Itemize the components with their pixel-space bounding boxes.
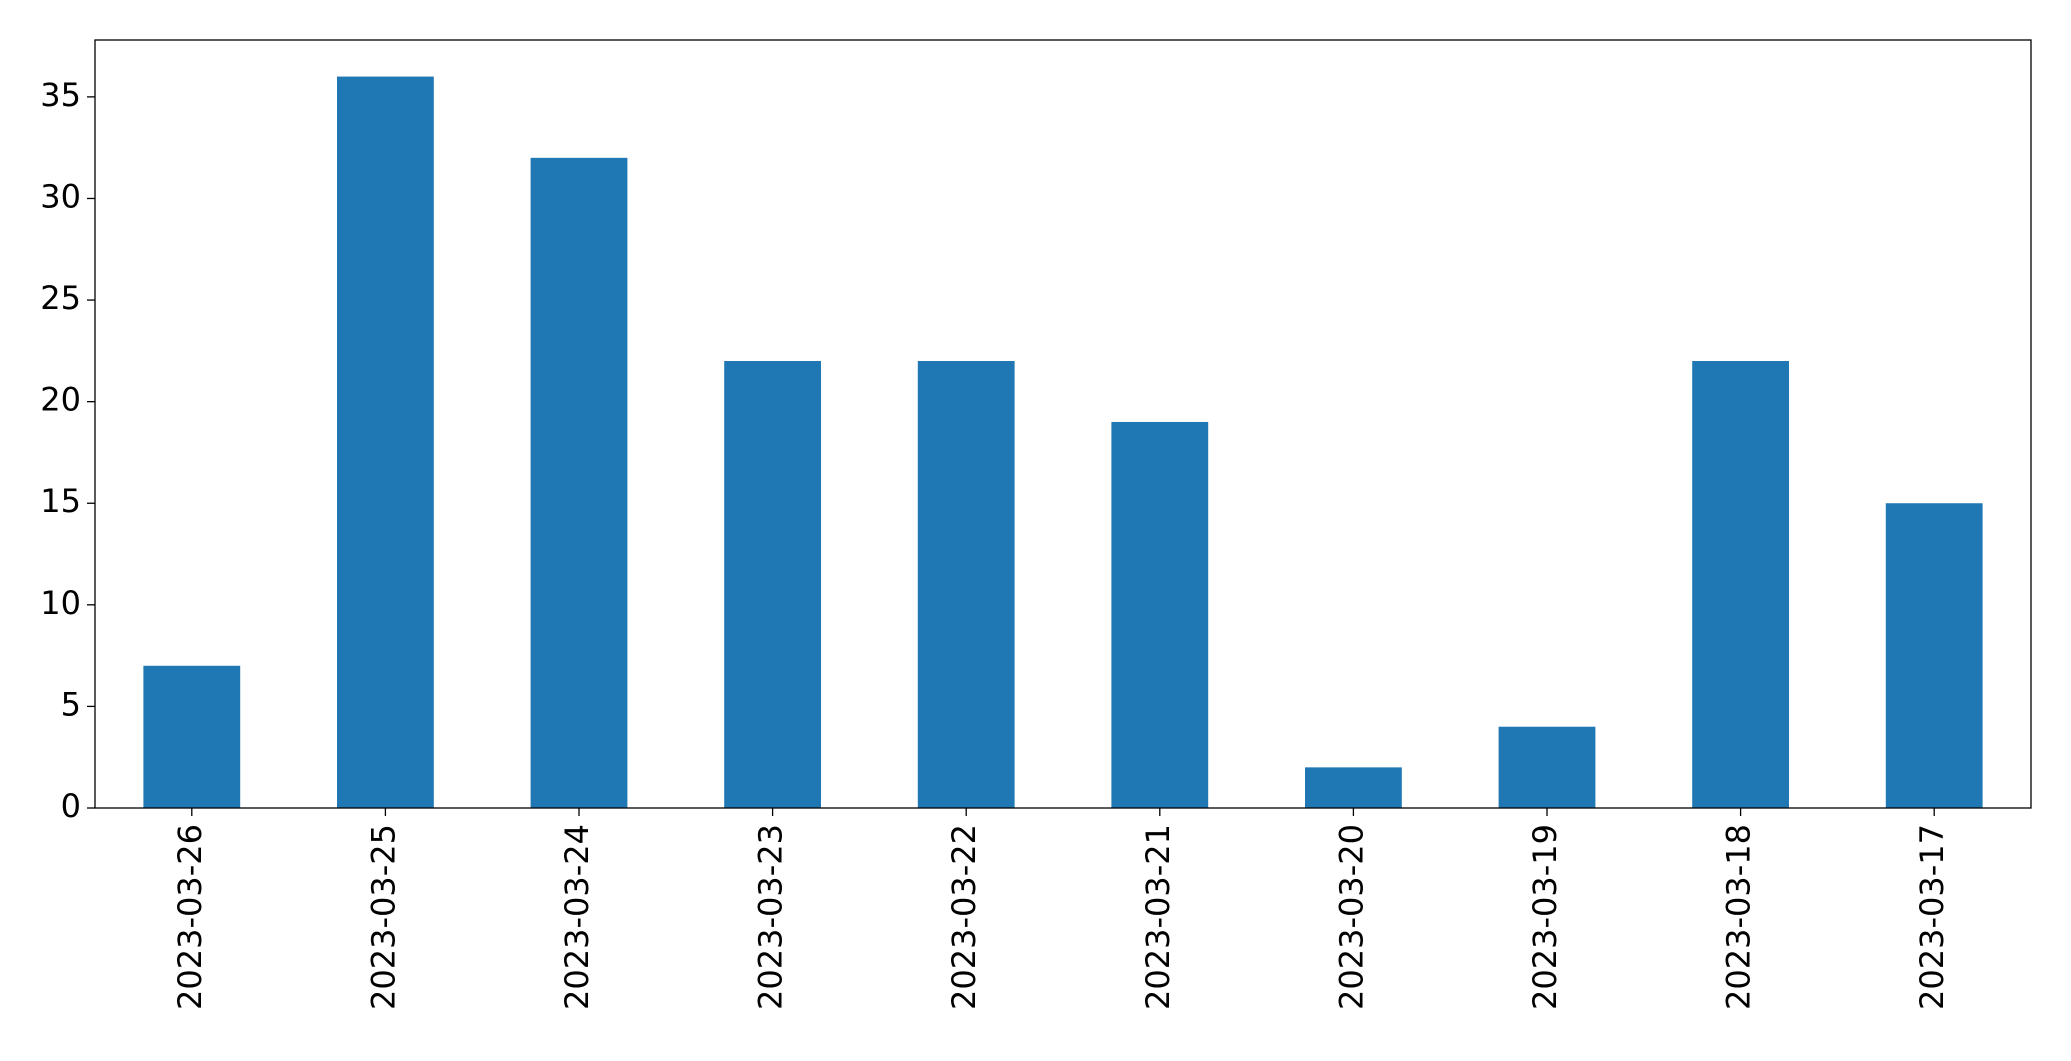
x-tick-label: 2023-03-23 (752, 824, 790, 1010)
bar (1305, 767, 1402, 808)
bar (143, 665, 241, 808)
x-tick-label: 2023-03-26 (171, 824, 209, 1010)
y-tick-label: 30 (40, 177, 81, 215)
y-tick-label: 20 (40, 381, 81, 419)
bar (530, 157, 628, 809)
x-tick-label: 2023-03-18 (1720, 824, 1758, 1010)
plot-frame (94, 39, 2032, 809)
bar (1692, 361, 1789, 808)
y-tick-label: 10 (40, 584, 81, 622)
y-tick-label: 35 (40, 76, 81, 114)
bar (724, 361, 821, 808)
bar (1498, 726, 1596, 808)
y-tick-label: 25 (40, 279, 81, 317)
bar (337, 76, 434, 809)
x-tick-label: 2023-03-17 (1913, 824, 1951, 1010)
x-tick-label: 2023-03-21 (1139, 824, 1177, 1010)
y-tick-label: 5 (61, 685, 81, 723)
bar (1885, 503, 1983, 808)
bar (917, 361, 1015, 808)
x-tick-label: 2023-03-20 (1332, 824, 1370, 1010)
x-tick-label: 2023-03-25 (364, 824, 402, 1010)
x-tick-label: 2023-03-24 (558, 824, 596, 1010)
x-tick-label: 2023-03-19 (1526, 824, 1564, 1010)
y-tick-label: 0 (61, 787, 81, 825)
x-tick-label: 2023-03-22 (945, 824, 983, 1010)
bar (1111, 421, 1209, 808)
y-tick-label: 15 (40, 482, 81, 520)
